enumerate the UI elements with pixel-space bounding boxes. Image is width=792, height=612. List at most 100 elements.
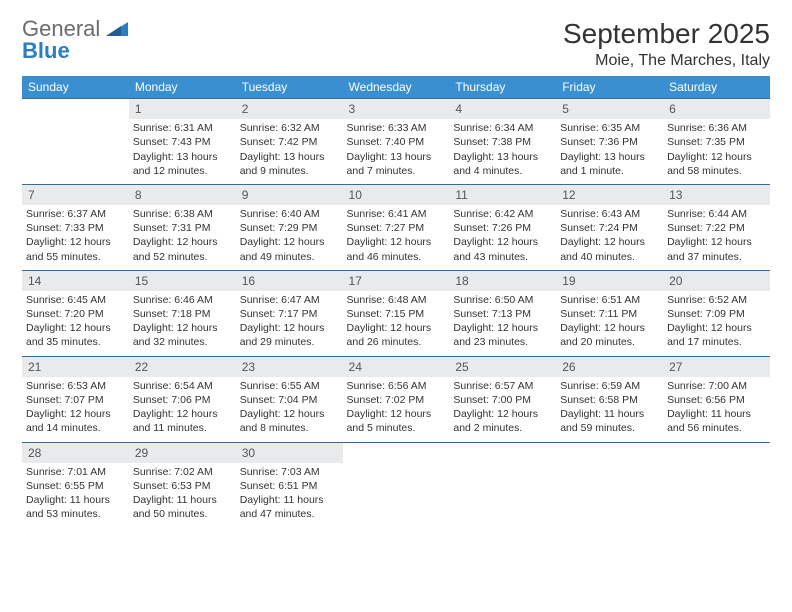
weekday-friday: Friday [556,76,663,99]
day-number: 15 [129,270,236,291]
day-number: 7 [22,184,129,205]
day-info-line: Sunset: 7:24 PM [560,221,659,235]
day-cell: Sunrise: 6:47 AMSunset: 7:17 PMDaylight:… [236,291,343,356]
day-info-line: Sunrise: 6:57 AM [453,379,552,393]
day-number-row: 78910111213 [22,184,770,205]
day-number [449,442,556,463]
day-info-line: and 1 minute. [560,164,659,178]
month-title: September 2025 [563,18,770,50]
day-info-line: and 14 minutes. [26,421,125,435]
day-number: 27 [663,356,770,377]
day-info-line: Daylight: 13 hours [240,150,339,164]
day-cell: Sunrise: 6:35 AMSunset: 7:36 PMDaylight:… [556,119,663,184]
day-info-line: Daylight: 12 hours [133,407,232,421]
day-cell: Sunrise: 6:46 AMSunset: 7:18 PMDaylight:… [129,291,236,356]
day-number: 12 [556,184,663,205]
day-number: 18 [449,270,556,291]
day-cell: Sunrise: 6:43 AMSunset: 7:24 PMDaylight:… [556,205,663,270]
day-number: 22 [129,356,236,377]
day-info-line: and 49 minutes. [240,250,339,264]
day-info-line: Sunset: 6:53 PM [133,479,232,493]
day-info-line: and 43 minutes. [453,250,552,264]
day-info-line: Daylight: 12 hours [240,321,339,335]
day-info-line: Sunset: 7:38 PM [453,135,552,149]
day-number-row: 282930 [22,442,770,463]
day-cell: Sunrise: 6:51 AMSunset: 7:11 PMDaylight:… [556,291,663,356]
day-number [22,99,129,120]
day-info-line: Daylight: 12 hours [347,321,446,335]
day-info-line: and 50 minutes. [133,507,232,521]
day-number [556,442,663,463]
day-info-line: Daylight: 12 hours [667,235,766,249]
day-cell [663,463,770,528]
day-info-line: Sunrise: 6:44 AM [667,207,766,221]
calendar-body: 123456Sunrise: 6:31 AMSunset: 7:43 PMDay… [22,99,770,528]
day-info-row: Sunrise: 6:45 AMSunset: 7:20 PMDaylight:… [22,291,770,356]
day-info-row: Sunrise: 6:31 AMSunset: 7:43 PMDaylight:… [22,119,770,184]
day-number-row: 21222324252627 [22,356,770,377]
weekday-tuesday: Tuesday [236,76,343,99]
day-info-line: Sunrise: 6:54 AM [133,379,232,393]
day-info-line: Daylight: 12 hours [453,321,552,335]
day-info-line: Sunset: 7:33 PM [26,221,125,235]
day-info-line: Sunset: 7:17 PM [240,307,339,321]
day-info-line: Daylight: 13 hours [133,150,232,164]
day-info-line: and 52 minutes. [133,250,232,264]
day-info-line: and 35 minutes. [26,335,125,349]
day-info-line: and 29 minutes. [240,335,339,349]
day-info-line: Sunrise: 6:43 AM [560,207,659,221]
day-number: 8 [129,184,236,205]
calendar-head: Sunday Monday Tuesday Wednesday Thursday… [22,76,770,99]
day-cell [556,463,663,528]
day-number: 3 [343,99,450,120]
day-info-line: and 5 minutes. [347,421,446,435]
day-number: 19 [556,270,663,291]
day-info-line: Sunset: 6:58 PM [560,393,659,407]
day-info-row: Sunrise: 7:01 AMSunset: 6:55 PMDaylight:… [22,463,770,528]
day-info-line: Sunrise: 6:59 AM [560,379,659,393]
day-info-line: and 58 minutes. [667,164,766,178]
day-cell: Sunrise: 6:40 AMSunset: 7:29 PMDaylight:… [236,205,343,270]
day-info-line: and 37 minutes. [667,250,766,264]
day-info-line: Daylight: 13 hours [560,150,659,164]
day-cell: Sunrise: 6:44 AMSunset: 7:22 PMDaylight:… [663,205,770,270]
day-number-row: 14151617181920 [22,270,770,291]
weekday-thursday: Thursday [449,76,556,99]
logo-part2: Blue [22,38,70,63]
day-info-line: Daylight: 12 hours [26,321,125,335]
title-block: September 2025 Moie, The Marches, Italy [563,18,770,70]
location-label: Moie, The Marches, Italy [563,52,770,70]
day-info-line: Sunrise: 6:53 AM [26,379,125,393]
day-cell: Sunrise: 6:45 AMSunset: 7:20 PMDaylight:… [22,291,129,356]
day-cell: Sunrise: 6:52 AMSunset: 7:09 PMDaylight:… [663,291,770,356]
day-info-line: Sunrise: 6:48 AM [347,293,446,307]
day-number: 11 [449,184,556,205]
calendar-page: General Blue September 2025 Moie, The Ma… [0,0,792,527]
day-info-line: Sunset: 7:07 PM [26,393,125,407]
day-cell: Sunrise: 7:00 AMSunset: 6:56 PMDaylight:… [663,377,770,442]
day-cell: Sunrise: 6:54 AMSunset: 7:06 PMDaylight:… [129,377,236,442]
day-info-line: and 46 minutes. [347,250,446,264]
day-info-line: Sunrise: 6:50 AM [453,293,552,307]
day-info-line: Sunrise: 6:55 AM [240,379,339,393]
weekday-sunday: Sunday [22,76,129,99]
day-info-line: and 23 minutes. [453,335,552,349]
day-info-line: Sunrise: 7:00 AM [667,379,766,393]
day-info-line: Daylight: 12 hours [26,235,125,249]
day-cell: Sunrise: 6:59 AMSunset: 6:58 PMDaylight:… [556,377,663,442]
day-cell: Sunrise: 6:48 AMSunset: 7:15 PMDaylight:… [343,291,450,356]
day-info-line: Sunset: 7:42 PM [240,135,339,149]
day-info-line: Sunset: 6:51 PM [240,479,339,493]
day-number: 9 [236,184,343,205]
day-number: 20 [663,270,770,291]
day-info-line: Sunrise: 6:37 AM [26,207,125,221]
day-info-line: Sunrise: 6:40 AM [240,207,339,221]
day-info-line: and 59 minutes. [560,421,659,435]
day-info-line: Sunset: 7:11 PM [560,307,659,321]
day-info-line: Daylight: 11 hours [133,493,232,507]
day-info-line: Sunset: 7:20 PM [26,307,125,321]
day-info-line: and 4 minutes. [453,164,552,178]
day-info-line: Daylight: 12 hours [26,407,125,421]
day-cell: Sunrise: 6:53 AMSunset: 7:07 PMDaylight:… [22,377,129,442]
day-number: 23 [236,356,343,377]
